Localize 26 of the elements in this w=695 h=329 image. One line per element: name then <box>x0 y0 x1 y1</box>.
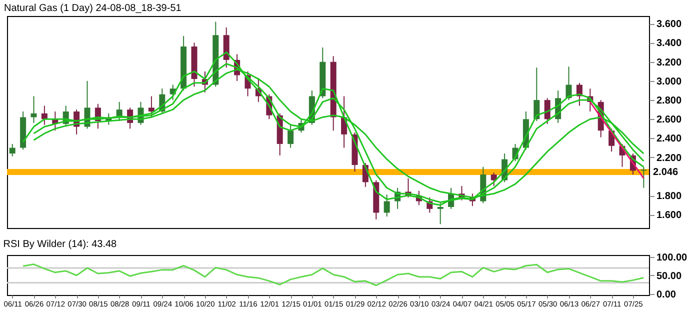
candlestick <box>437 202 444 225</box>
y-tick-label: 2.600 <box>656 114 682 126</box>
candlestick <box>148 96 154 118</box>
candlestick <box>640 166 647 188</box>
y-tick-label: 2.800 <box>656 96 682 107</box>
candlestick <box>30 96 37 124</box>
chart-title: RSI By Wilder (14): 43.48 <box>3 238 118 250</box>
line-series <box>22 264 644 286</box>
candlestick <box>384 194 390 218</box>
y-tick-label: 50.00 <box>656 270 682 282</box>
y-tick-label: 100.00 <box>656 252 688 264</box>
candlestick <box>9 143 16 157</box>
y-tick-label: 2.400 <box>656 134 682 145</box>
y-tick-label: 3.400 <box>656 38 682 50</box>
chart-title: Natural Gas (1 Day) 24-08-08_18-39-51 <box>4 3 182 14</box>
y-tick-label: 3.200 <box>656 57 682 68</box>
candlestick <box>490 172 497 186</box>
y-tick-label: 2.200 <box>656 152 682 164</box>
y-tick-label: 1.800 <box>656 191 682 202</box>
candlestick <box>534 67 540 122</box>
y-tick-label: 3.600 <box>656 19 682 30</box>
candlestick <box>41 105 48 126</box>
y-tick-label: 0.00 <box>656 289 676 300</box>
ref-line-label: 2.046 <box>653 167 678 178</box>
y-tick-label: 1.600 <box>656 210 682 222</box>
y-tick-label: 3.000 <box>656 76 682 88</box>
